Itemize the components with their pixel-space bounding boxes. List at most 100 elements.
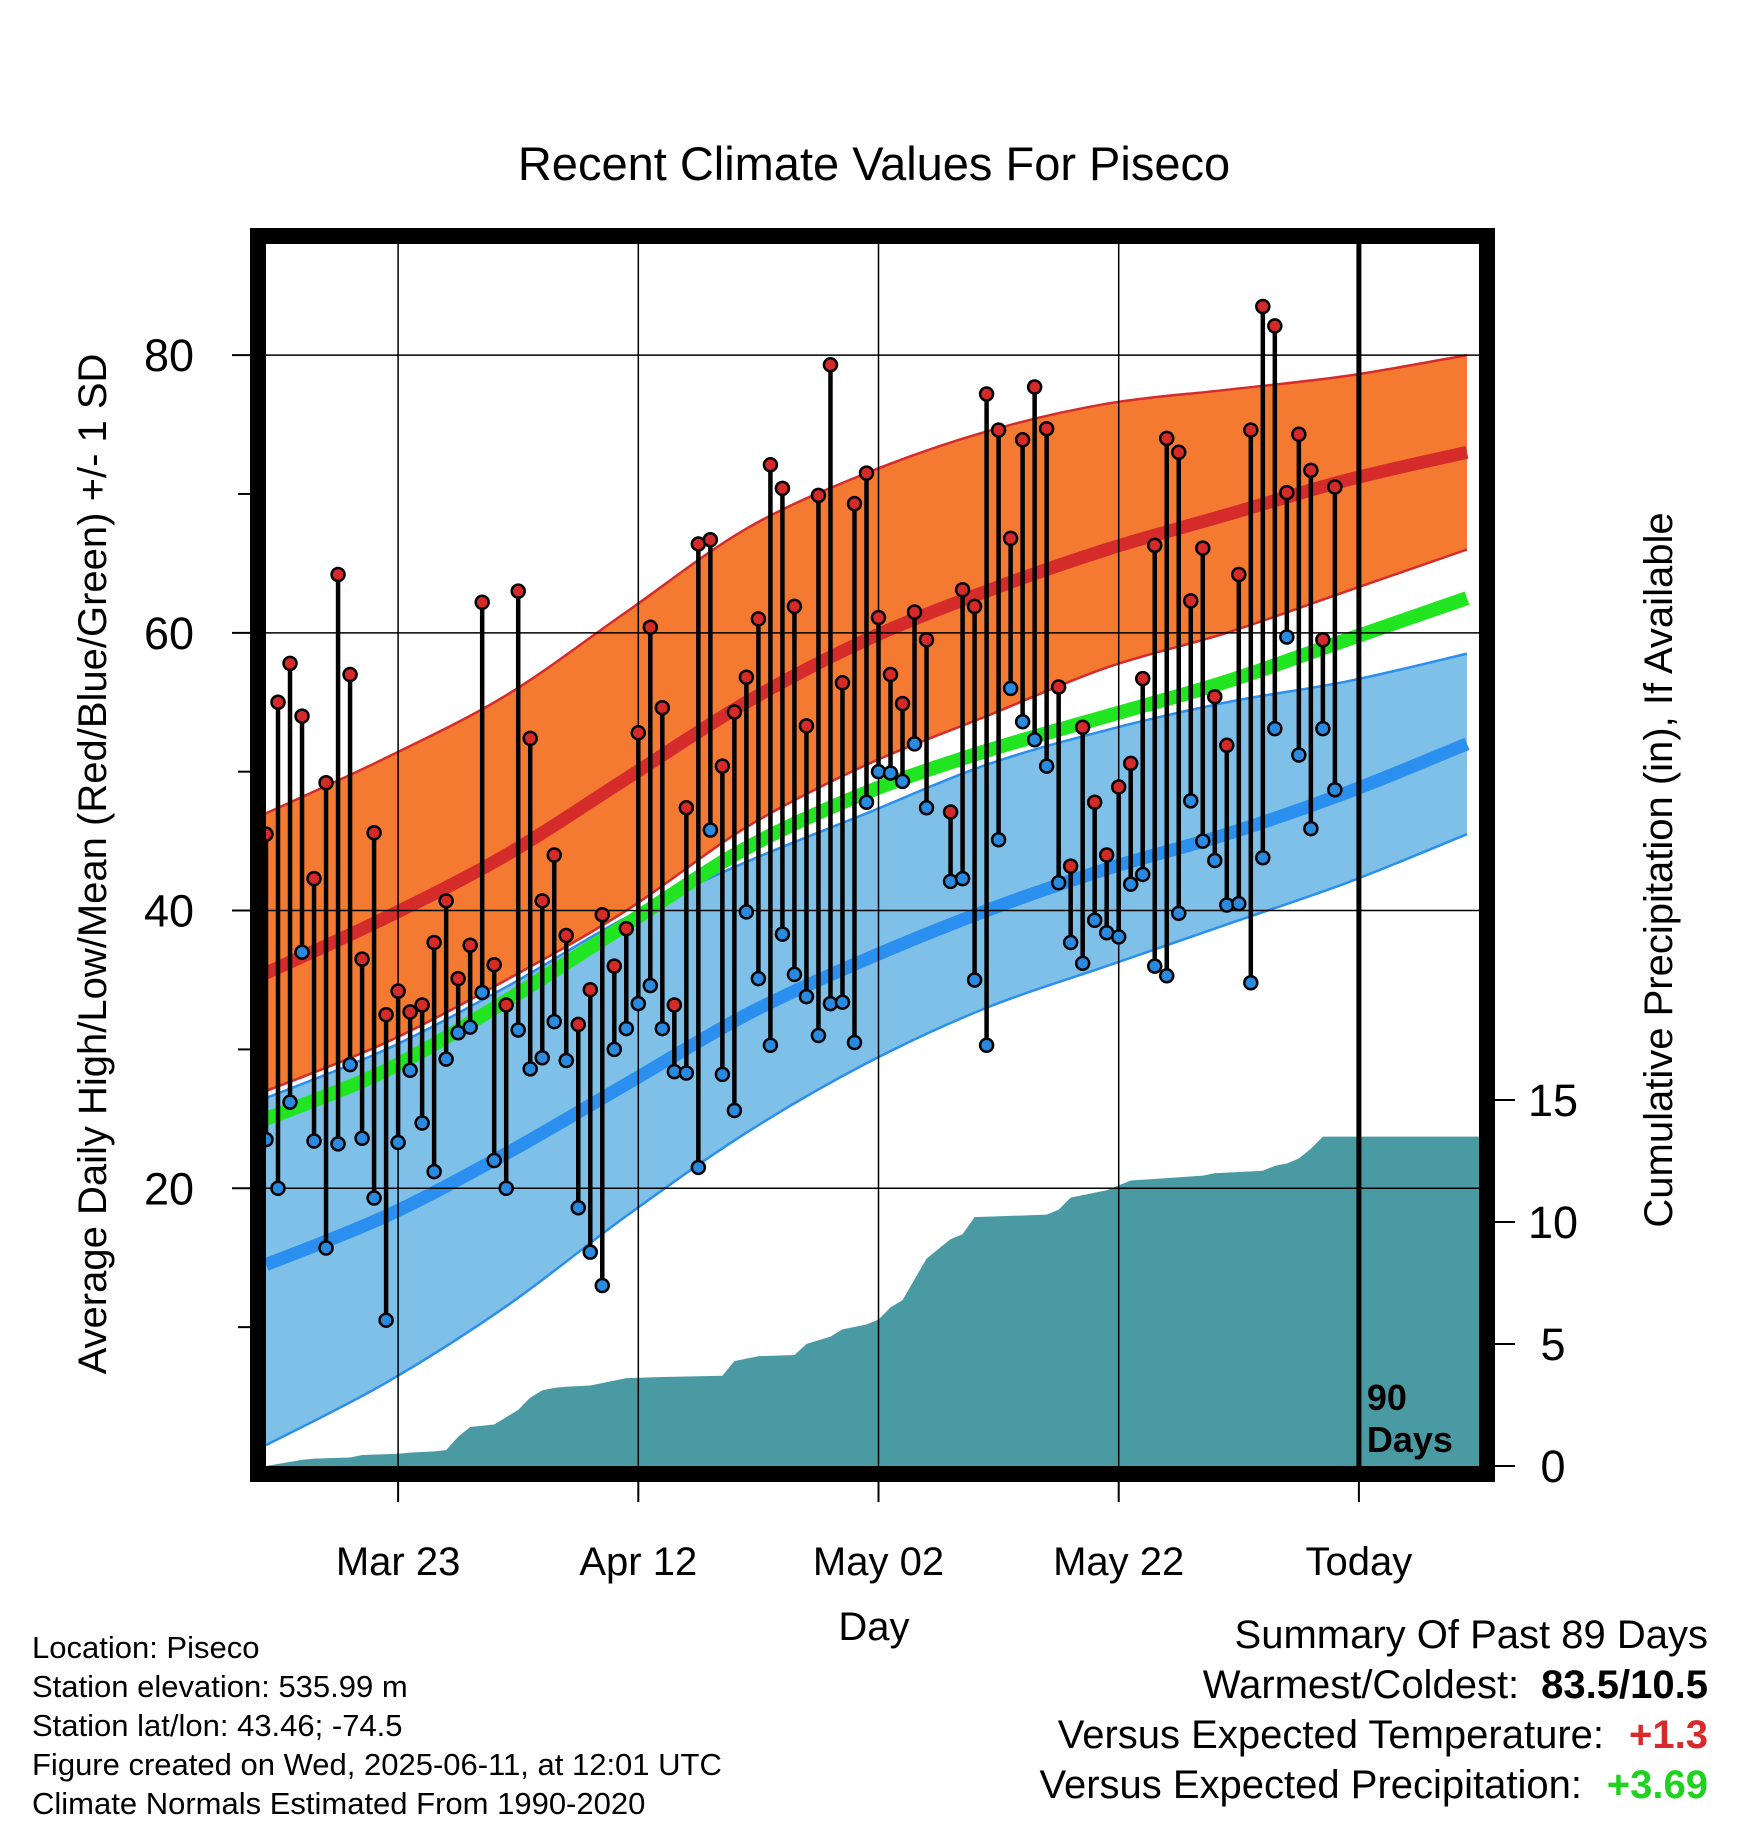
obs-low-point xyxy=(858,794,875,810)
x-axis-title: Day xyxy=(838,1605,909,1649)
warmest-coldest-label: Warmest/Coldest: xyxy=(1202,1663,1520,1707)
obs-low-point xyxy=(1014,713,1031,730)
precip-anomaly-label: Versus Expected Precipitation: xyxy=(1039,1763,1582,1807)
obs-high-point xyxy=(1074,719,1091,735)
obs-high-point xyxy=(774,480,791,497)
obs-low-point xyxy=(918,800,935,816)
obs-high-point xyxy=(1014,432,1031,448)
obs-low-point xyxy=(1267,720,1283,737)
obs-high-point xyxy=(1267,318,1283,334)
chart-title: Recent Climate Values For Piseco xyxy=(518,137,1230,190)
precip-area xyxy=(266,1136,1479,1466)
obs-high-point xyxy=(810,487,827,504)
x-axis: Mar 23 Apr 12 May 02 May 22 Today xyxy=(336,1482,1412,1584)
obs-low-point xyxy=(266,1131,274,1148)
summary-heading: Summary Of Past 89 Days xyxy=(1234,1613,1708,1657)
obs-high-point xyxy=(966,598,983,615)
obs-high-point xyxy=(858,465,875,481)
obs-low-point xyxy=(318,1240,334,1256)
obs-low-point xyxy=(1315,720,1331,737)
obs-high-point xyxy=(990,422,1007,438)
summary-panel: Summary Of Past 89 Days Warmest/Coldest:… xyxy=(1039,1610,1708,1810)
obs-high-point xyxy=(1255,298,1271,315)
obs-high-point xyxy=(294,708,310,724)
y-tick-label: 20 xyxy=(144,1163,194,1214)
obs-high-point xyxy=(390,983,406,999)
obs-high-point xyxy=(318,775,334,791)
precip-anomaly-value: +3.69 xyxy=(1606,1763,1708,1807)
obs-low-point xyxy=(282,1094,298,1110)
obs-low-point xyxy=(306,1133,322,1149)
obs-high-point xyxy=(282,655,298,672)
obs-low-point xyxy=(330,1136,346,1152)
y2-tick-label: 15 xyxy=(1528,1075,1578,1126)
obs-low-point xyxy=(654,1020,671,1037)
obs-high-point xyxy=(522,730,538,747)
obs-high-point xyxy=(642,619,659,636)
obs-low-point xyxy=(1146,958,1163,974)
obs-high-point xyxy=(726,704,743,720)
obs-low-point xyxy=(906,736,923,752)
obs-high-point xyxy=(798,718,815,734)
obs-high-point xyxy=(546,847,562,863)
obs-high-point xyxy=(942,804,959,820)
info-location: Location: Piseco xyxy=(32,1630,260,1665)
location-info: Location: Piseco Station elevation: 535.… xyxy=(32,1628,722,1823)
obs-high-point xyxy=(558,927,574,944)
obs-low-point xyxy=(954,870,971,887)
obs-high-point xyxy=(510,583,526,599)
obs-low-point xyxy=(354,1130,370,1147)
obs-high-point xyxy=(498,997,514,1013)
obs-low-point xyxy=(630,995,647,1012)
obs-low-point xyxy=(1303,820,1319,837)
obs-low-point xyxy=(810,1027,827,1044)
obs-high-point xyxy=(306,870,322,887)
obs-low-point xyxy=(1026,731,1043,748)
obs-high-point xyxy=(714,758,731,774)
x-tick-label: Mar 23 xyxy=(336,1540,461,1584)
y-tick-label: 40 xyxy=(144,886,194,937)
plot-frame xyxy=(250,228,1495,1482)
obs-high-point xyxy=(1098,847,1115,863)
obs-high-point xyxy=(786,598,803,615)
obs-high-point xyxy=(1195,540,1211,556)
summary-precipitation: Versus Expected Precipitation: +3.69 xyxy=(1039,1760,1708,1810)
obs-low-point xyxy=(1086,912,1103,929)
obs-high-point xyxy=(330,566,346,583)
obs-low-point xyxy=(1171,905,1187,922)
obs-low-point xyxy=(294,944,310,960)
obs-high-point xyxy=(1086,794,1103,810)
observations xyxy=(266,298,1343,1328)
obs-low-point xyxy=(1231,895,1247,912)
obs-high-point xyxy=(630,725,647,741)
obs-high-point xyxy=(738,669,755,686)
obs-high-point xyxy=(1110,779,1127,795)
obs-low-point xyxy=(690,1159,707,1176)
obs-low-point xyxy=(474,984,490,1001)
obs-high-point xyxy=(266,826,274,842)
obs-high-point xyxy=(1050,679,1067,695)
obs-high-point xyxy=(450,970,466,987)
obs-high-point xyxy=(978,386,995,402)
temp-anomaly-label: Versus Expected Temperature: xyxy=(1057,1713,1604,1757)
obs-high-point xyxy=(894,695,911,712)
x-tick-label: Today xyxy=(1306,1540,1413,1584)
obs-low-point xyxy=(1255,850,1271,866)
obs-low-point xyxy=(606,1041,623,1058)
obs-low-point xyxy=(558,1052,574,1069)
obs-low-point xyxy=(762,1037,779,1053)
info-elevation: Station elevation: 535.99 m xyxy=(32,1669,408,1704)
obs-low-point xyxy=(798,988,815,1005)
x-tick-label: May 02 xyxy=(813,1540,944,1584)
obs-high-point xyxy=(918,632,935,648)
obs-low-point xyxy=(738,904,755,920)
obs-low-point xyxy=(534,1049,550,1066)
obs-high-point xyxy=(414,997,430,1013)
obs-low-point xyxy=(342,1056,358,1073)
obs-low-point xyxy=(1050,875,1067,891)
obs-high-point xyxy=(1327,479,1343,495)
low-sd-lower-line xyxy=(266,833,1468,1447)
obs-high-point xyxy=(462,937,478,954)
obs-low-point xyxy=(498,1180,514,1197)
obs-low-point xyxy=(438,1051,454,1067)
